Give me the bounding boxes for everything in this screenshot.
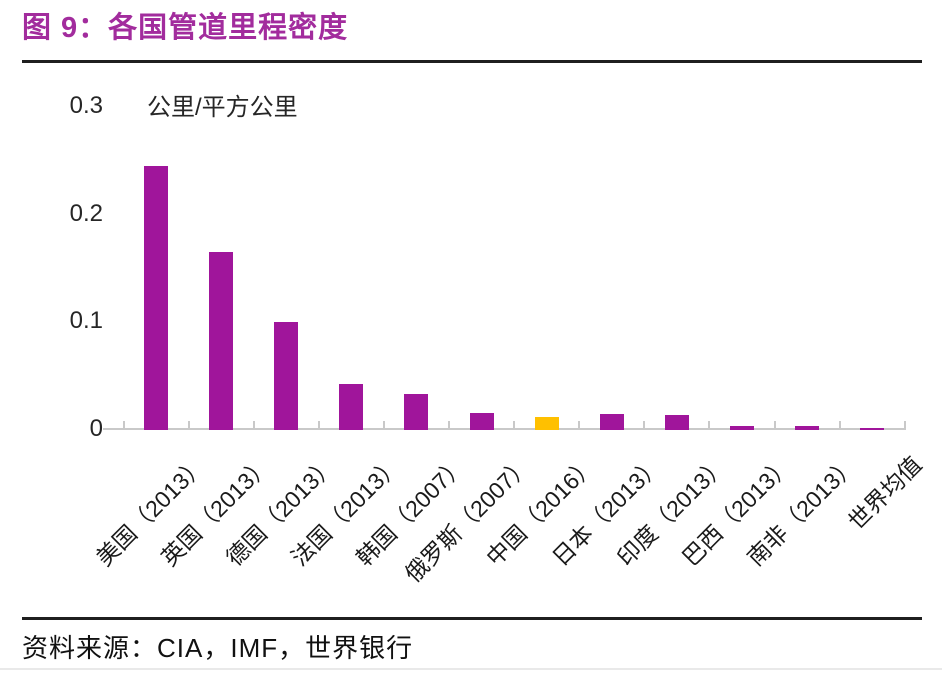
x-axis-tick — [513, 421, 516, 430]
title-divider — [22, 60, 922, 63]
chart-bar — [729, 426, 754, 430]
source-text: 资料来源：CIA，IMF，世界银行 — [22, 633, 414, 663]
chart-bar-highlight — [534, 417, 559, 430]
x-axis-tick — [448, 421, 450, 430]
x-axis-tick — [708, 421, 711, 430]
bottom-border-line — [0, 668, 942, 670]
chart-bar — [209, 252, 234, 430]
chart-bar — [599, 414, 624, 430]
chart-bar — [339, 384, 364, 430]
figure-title: 图 9：各国管道里程密度 — [22, 12, 349, 44]
footer-divider — [22, 617, 922, 620]
x-axis-tick — [643, 421, 646, 430]
x-axis-line — [103, 428, 905, 430]
chart-bar — [144, 166, 169, 430]
y-tick-label: 0.2 — [69, 199, 103, 227]
x-axis-tick — [838, 421, 841, 430]
x-axis-tick — [317, 421, 320, 430]
x-axis-tick — [578, 421, 581, 430]
chart-bar — [860, 428, 885, 430]
y-tick-label: 0.1 — [69, 307, 103, 335]
x-axis-tick — [122, 421, 125, 430]
x-axis-tick — [252, 421, 255, 430]
y-axis-unit-label: 公里/平方公里 — [147, 94, 298, 121]
y-tick-label: 0.3 — [69, 91, 103, 119]
x-axis-tick — [187, 421, 190, 430]
x-axis-tick — [773, 421, 776, 430]
x-axis-tick — [903, 421, 906, 430]
chart-bar — [469, 413, 494, 430]
chart-bar — [795, 426, 820, 430]
chart-bar — [664, 415, 689, 430]
chart-bar — [274, 322, 299, 430]
chart-bar — [404, 394, 429, 430]
y-tick-label: 0 — [89, 415, 103, 442]
x-axis-tick — [382, 421, 385, 430]
